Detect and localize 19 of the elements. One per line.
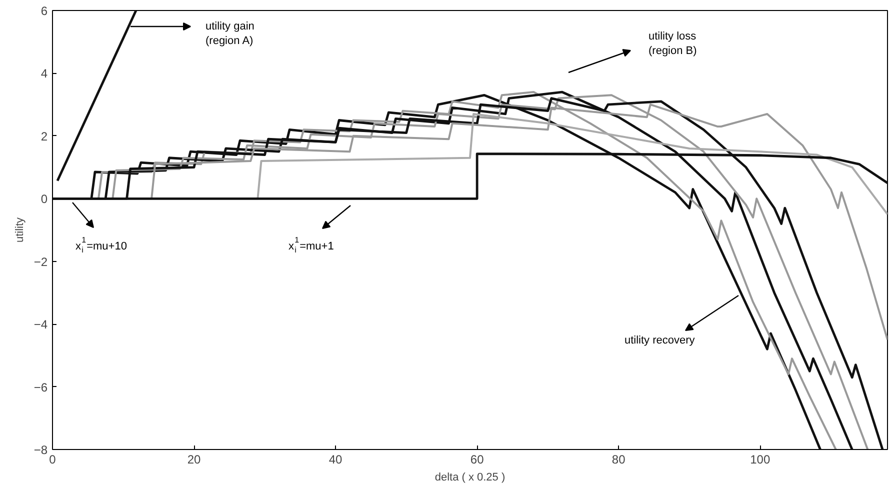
annotation: utility recovery (624, 334, 696, 346)
y-tick-label: 0 (40, 192, 48, 206)
y-tick-label: 4 (40, 66, 48, 81)
y-tick-label: −6 (34, 380, 48, 394)
y-tick-label: −4 (34, 318, 48, 332)
x-tick-label: 40 (328, 452, 343, 466)
y-tick-label: −2 (34, 254, 48, 269)
x-axis-title: delta ( x 0.25 ) (434, 472, 506, 484)
x-tick-label: 0 (49, 452, 56, 466)
annotation: utility loss (region B) (648, 30, 697, 57)
x-tick-label: 20 (187, 452, 202, 466)
y-tick-label: 6 (40, 4, 48, 18)
x-tick-label: 60 (470, 452, 484, 466)
annotation: utility gain (region A) (206, 20, 254, 47)
y-axis-title: utility (14, 216, 26, 243)
x-tick-label: 100 (750, 452, 770, 466)
x-tick-label: 80 (612, 452, 626, 466)
y-tick-label: −8 (34, 443, 48, 457)
y-tick-label: 2 (40, 129, 48, 144)
